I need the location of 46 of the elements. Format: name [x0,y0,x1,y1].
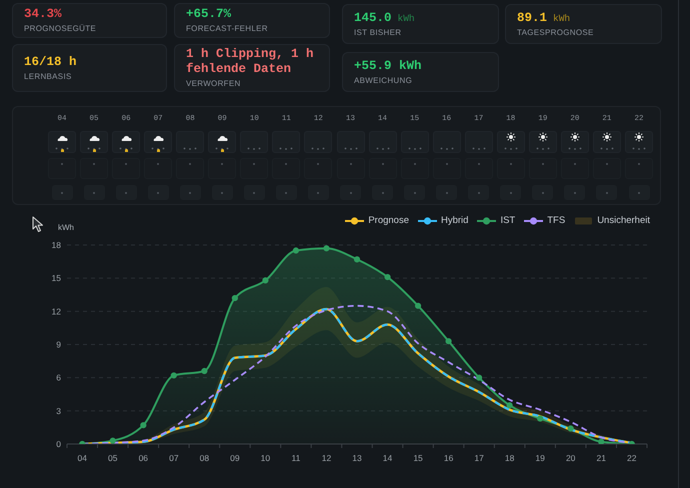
x-tick-label: 22 [627,453,637,463]
text: PROGNOSEGÜTE [24,24,96,33]
y-axis-title: kWh [58,223,74,232]
x-tick-label: 19 [535,453,546,463]
text: 34.3% [24,7,62,21]
text: FORECAST-FEHLER [186,24,268,33]
text: LERNBASIS [24,72,72,80]
legend-label: Prognose [368,215,409,226]
x-tick-label: 11 [292,453,301,463]
x-tick-label: 16 [444,453,454,463]
y-tick-label: 0 [56,439,62,450]
x-tick-label: 10 [260,453,270,463]
x-tick-label: 12 [322,453,332,463]
text: 1 h Clipping, 1 h fehlende Daten [186,47,314,76]
x-tick-label: 14 [382,453,393,463]
y-tick-label: 9 [56,340,62,350]
legend-label: IST [500,215,516,226]
text: 145.0 kWh [354,10,415,24]
y-tick-label: 3 [56,406,62,416]
legend-label: Unsicherheit [597,215,650,226]
text: TAGESPROGNOSE [517,28,594,36]
y-tick-label: 15 [52,273,62,284]
x-tick-label: 07 [169,453,179,463]
legend-label: TFS [547,215,566,226]
x-tick-label: 21 [596,453,606,463]
x-tick-label: 18 [504,453,515,463]
text: +55.9 kWh [354,58,422,72]
text: ABWEICHUNG [354,76,412,84]
x-tick-label: 08 [200,453,210,463]
x-tick-label: 05 [108,453,118,463]
x-tick-label: 06 [138,453,148,463]
x-tick-label: 09 [230,453,240,463]
x-tick-label: 04 [78,453,88,463]
y-tick-label: 12 [52,306,62,316]
x-tick-label: 17 [474,453,484,463]
x-tick-label: 20 [566,453,576,463]
text: 16/18 h [24,54,77,68]
x-tick-label: 15 [413,453,424,463]
text: VERWORFEN [186,79,241,88]
x-tick-label: 13 [352,453,362,463]
text: IST BISHER [354,28,402,36]
y-tick-label: 6 [56,372,62,383]
text: +65.7% [186,7,232,21]
text: 89.1 kWh [517,10,570,24]
y-tick-label: 18 [52,240,62,250]
legend-label: Hybrid [441,215,468,226]
